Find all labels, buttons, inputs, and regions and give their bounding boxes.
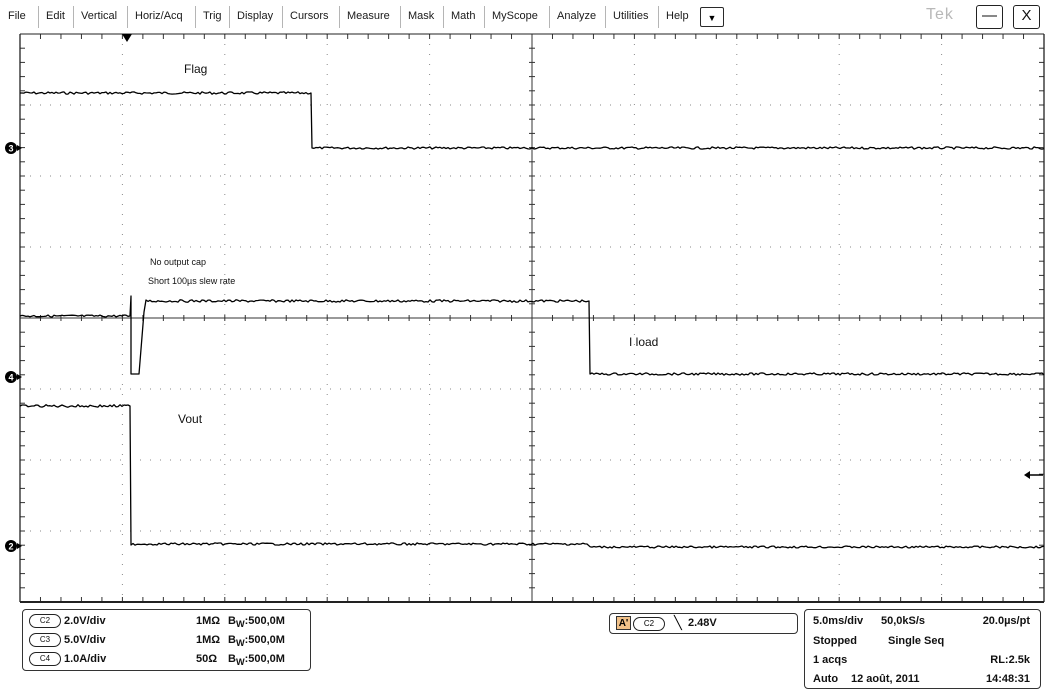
chevron-down-icon: ▼ — [707, 13, 717, 23]
close-button[interactable]: X — [1013, 5, 1040, 29]
channel-coupling: 1MΩ — [196, 634, 221, 646]
menu-divider — [282, 6, 283, 28]
ch4-marker-label: 4 — [8, 373, 13, 383]
trigger-level-arrow-icon[interactable] — [1024, 471, 1043, 479]
falling-edge-icon: ╲ — [674, 615, 682, 630]
menu-divider — [658, 6, 659, 28]
menu-edit[interactable]: Edit — [46, 10, 65, 22]
acq-count: 1 acqs — [813, 654, 848, 666]
trigger-level: 2.48V — [688, 617, 717, 629]
menu-trig[interactable]: Trig — [203, 10, 222, 22]
menu-divider — [443, 6, 444, 28]
menu-divider — [195, 6, 196, 28]
flag-trace — [20, 91, 1045, 150]
menu-analyze[interactable]: Analyze — [557, 10, 597, 22]
menu-cursors[interactable]: Cursors — [290, 10, 329, 22]
iload-trace — [19, 295, 1045, 376]
acq-state: Stopped — [813, 635, 857, 647]
ch3-ground-marker[interactable]: 3 — [5, 142, 22, 154]
menu-help[interactable]: Help — [666, 10, 689, 22]
flag-label: Flag — [184, 62, 207, 76]
channel-scale: 5.0V/div — [64, 633, 106, 646]
channel-coupling: 1MΩ — [196, 615, 221, 627]
menu-divider — [229, 6, 230, 28]
timebase: 5.0ms/div — [813, 615, 864, 627]
ch4-ground-marker[interactable]: 4 — [5, 371, 22, 383]
menu-divider — [605, 6, 606, 28]
sample-rate: 50,0kS/s — [881, 615, 926, 627]
iload-label: I load — [629, 335, 658, 349]
close-icon: X — [1021, 7, 1032, 24]
vout-label: Vout — [178, 412, 203, 426]
menu-divider — [73, 6, 74, 28]
ch2-marker-label: 2 — [8, 542, 13, 552]
trigger-source-badge: C2 — [633, 617, 665, 631]
note-no-output-cap: No output cap — [150, 257, 206, 267]
menu-horiz-acq[interactable]: Horiz/Acq — [135, 10, 183, 22]
menu-dropdown-button[interactable]: ▼ — [700, 7, 724, 27]
channel-bandwidth: BW:500,0M — [228, 653, 285, 668]
waveform-display[interactable]: 3 4 2 Flag No output cap Short 100µs sle… — [0, 30, 1045, 608]
acquisition-panel[interactable]: 5.0ms/div 50,0kS/s 20.0µs/pt Stopped Sin… — [804, 609, 1041, 689]
channel-coupling: 50Ω — [196, 653, 218, 665]
menu-divider — [549, 6, 550, 28]
channel-bandwidth: BW:500,0M — [228, 634, 285, 649]
ch2-ground-marker[interactable]: 2 — [5, 540, 22, 552]
menu-divider — [38, 6, 39, 28]
graticule — [19, 33, 1045, 603]
channel-badge: C3 — [29, 633, 61, 647]
menu-math[interactable]: Math — [451, 10, 476, 22]
channel-row-c2[interactable]: C2 2.0V/div 1MΩ BW:500,0M — [29, 614, 304, 630]
menu-divider — [484, 6, 485, 28]
menu-measure[interactable]: Measure — [347, 10, 390, 22]
trigger-mode: Auto — [813, 673, 839, 685]
trigger-type-badge: A' — [616, 616, 631, 630]
ch3-marker-label: 3 — [8, 144, 13, 154]
menu-bar: File Edit Vertical Horiz/Acq Trig Displa… — [0, 0, 1045, 34]
menu-utilities[interactable]: Utilities — [613, 10, 649, 22]
trigger-position-marker[interactable] — [122, 34, 132, 42]
acq-date: 12 août, 2011 — [851, 673, 920, 685]
menu-file[interactable]: File — [8, 10, 26, 22]
channel-settings-panel[interactable]: C2 2.0V/div 1MΩ BW:500,0M C3 5.0V/div 1MΩ … — [22, 609, 311, 671]
menu-divider — [127, 6, 128, 28]
menu-display[interactable]: Display — [237, 10, 274, 22]
menu-mask[interactable]: Mask — [408, 10, 435, 22]
trigger-panel[interactable]: A' C2 ╲ 2.48V — [609, 613, 798, 634]
channel-bandwidth: BW:500,0M — [228, 615, 285, 630]
minimize-icon: — — [982, 7, 997, 24]
tek-logo: Tek — [926, 6, 954, 23]
record-length: RL:2.5k — [990, 654, 1030, 666]
vout-trace — [19, 404, 1045, 549]
channel-row-c3[interactable]: C3 5.0V/div 1MΩ BW:500,0M — [29, 633, 304, 649]
display-frame — [19, 33, 1045, 603]
channel-badge: C2 — [29, 614, 61, 628]
channel-scale: 2.0V/div — [64, 614, 106, 627]
menu-divider — [339, 6, 340, 28]
channel-badge: C4 — [29, 652, 61, 666]
menu-divider — [400, 6, 401, 28]
menu-vertical[interactable]: Vertical — [81, 10, 118, 22]
menu-myscope[interactable]: MyScope — [492, 10, 538, 22]
minimize-button[interactable]: — — [976, 5, 1003, 29]
channel-scale: 1.0A/div — [64, 652, 107, 665]
resolution: 20.0µs/pt — [982, 615, 1030, 627]
acq-mode: Single Seq — [888, 635, 945, 647]
channel-row-c4[interactable]: C4 1.0A/div 50Ω BW:500,0M — [29, 652, 304, 668]
acq-time: 14:48:31 — [985, 673, 1030, 685]
note-slew-rate: Short 100µs slew rate — [148, 276, 235, 286]
